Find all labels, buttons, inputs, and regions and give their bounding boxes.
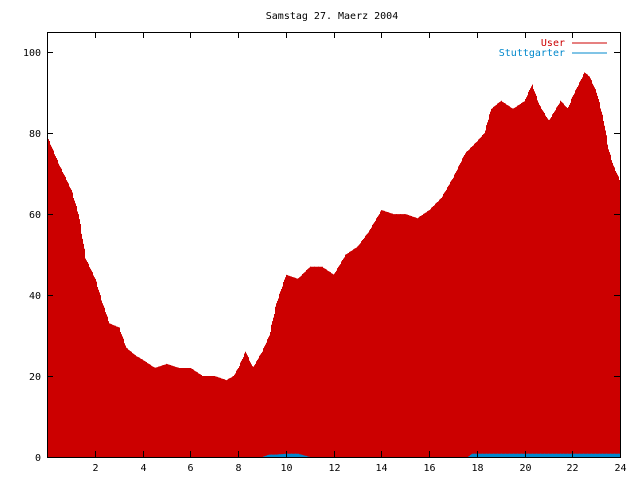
y-tick-label: 0	[35, 453, 41, 464]
x-tick-label: 12	[328, 463, 340, 474]
x-tick-label: 8	[235, 463, 241, 474]
y-tick-label: 20	[29, 372, 41, 383]
x-tick-label: 18	[471, 463, 483, 474]
legend-label-user: User	[541, 38, 565, 49]
bars-layer	[47, 72, 621, 457]
x-tick-label: 22	[566, 463, 578, 474]
x-tick-label: 16	[423, 463, 435, 474]
x-tick-label: 24	[614, 463, 626, 474]
x-tick-label: 20	[519, 463, 531, 474]
legend-label-stuttgarter: Stuttgarter	[499, 48, 565, 59]
x-tick-label: 2	[92, 463, 98, 474]
y-tick-label: 60	[29, 210, 41, 221]
legend: User Stuttgarter	[499, 38, 607, 59]
x-tick-label: 14	[375, 463, 387, 474]
y-tick-label: 80	[29, 129, 41, 140]
y-tick-label: 40	[29, 291, 41, 302]
x-tick-label: 6	[187, 463, 193, 474]
series-stuttgarter	[263, 453, 621, 457]
chart-title: Samstag 27. Maerz 2004	[266, 11, 398, 22]
series-user	[47, 72, 621, 457]
x-tick-label: 10	[280, 463, 292, 474]
y-tick-label: 100	[23, 48, 41, 59]
x-tick-label: 4	[140, 463, 146, 474]
